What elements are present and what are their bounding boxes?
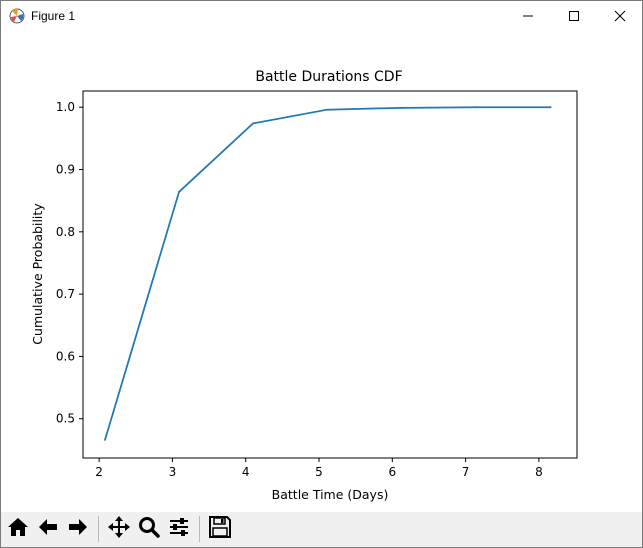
- x-tick-label: 7: [462, 465, 470, 479]
- window-title: Figure 1: [31, 9, 76, 23]
- y-tick-label: 0.5: [56, 412, 75, 426]
- minimize-button[interactable]: [505, 1, 551, 32]
- arrow-right-icon: [66, 515, 90, 543]
- sliders-icon: [167, 515, 191, 543]
- x-axis: 2 3 4 5 6 7 8: [95, 458, 543, 479]
- y-tick-label: 0.7: [56, 287, 75, 301]
- close-button[interactable]: [597, 1, 642, 32]
- y-tick-label: 0.6: [56, 349, 75, 363]
- matplotlib-icon: [9, 8, 25, 24]
- home-button[interactable]: [4, 515, 32, 543]
- toolbar-separator: [98, 516, 99, 542]
- x-tick-label: 8: [535, 465, 543, 479]
- maximize-button[interactable]: [551, 1, 597, 32]
- x-tick-label: 6: [388, 465, 396, 479]
- cdf-data-point: [549, 106, 552, 109]
- pan-button[interactable]: [105, 515, 133, 543]
- cdf-data-point: [400, 106, 402, 109]
- home-icon: [6, 515, 30, 543]
- minimize-icon: [522, 7, 534, 26]
- move-icon: [107, 515, 131, 543]
- chart-title: Battle Durations CDF: [255, 69, 402, 85]
- y-tick-label: 0.9: [56, 163, 75, 177]
- title-bar[interactable]: Figure 1: [1, 1, 642, 32]
- x-tick-label: 4: [242, 465, 250, 479]
- cdf-data-point: [104, 439, 106, 441]
- configure-subplots-button[interactable]: [165, 515, 193, 543]
- y-tick-label: 1.0: [56, 100, 75, 114]
- x-tick-label: 2: [95, 465, 103, 479]
- cdf-data-point: [252, 122, 254, 125]
- close-icon: [614, 7, 626, 26]
- series-layer: [104, 106, 552, 441]
- navigation-toolbar: [1, 512, 642, 547]
- cdf-series-line: [104, 106, 551, 441]
- cdf-data-point: [326, 108, 328, 111]
- toolbar-separator: [199, 516, 200, 542]
- magnifier-icon: [137, 515, 161, 543]
- zoom-button[interactable]: [135, 515, 163, 543]
- x-tick-label: 3: [169, 465, 177, 479]
- save-button[interactable]: [206, 515, 234, 543]
- plot-frame: [82, 90, 578, 459]
- cdf-data-point: [178, 191, 180, 193]
- maximize-icon: [568, 7, 580, 26]
- x-axis-label: Battle Time (Days): [272, 487, 389, 502]
- y-axis: 0.5 0.6 0.7 0.8 0.9 1.0: [56, 100, 83, 426]
- cdf-data-point: [474, 106, 477, 109]
- floppy-disk-icon: [208, 515, 232, 543]
- forward-button[interactable]: [64, 515, 92, 543]
- x-tick-label: 5: [315, 465, 323, 479]
- back-button[interactable]: [34, 515, 62, 543]
- arrow-left-icon: [36, 515, 60, 543]
- y-tick-label: 0.8: [56, 225, 75, 239]
- y-axis-label: Cumulative Probability: [30, 203, 45, 345]
